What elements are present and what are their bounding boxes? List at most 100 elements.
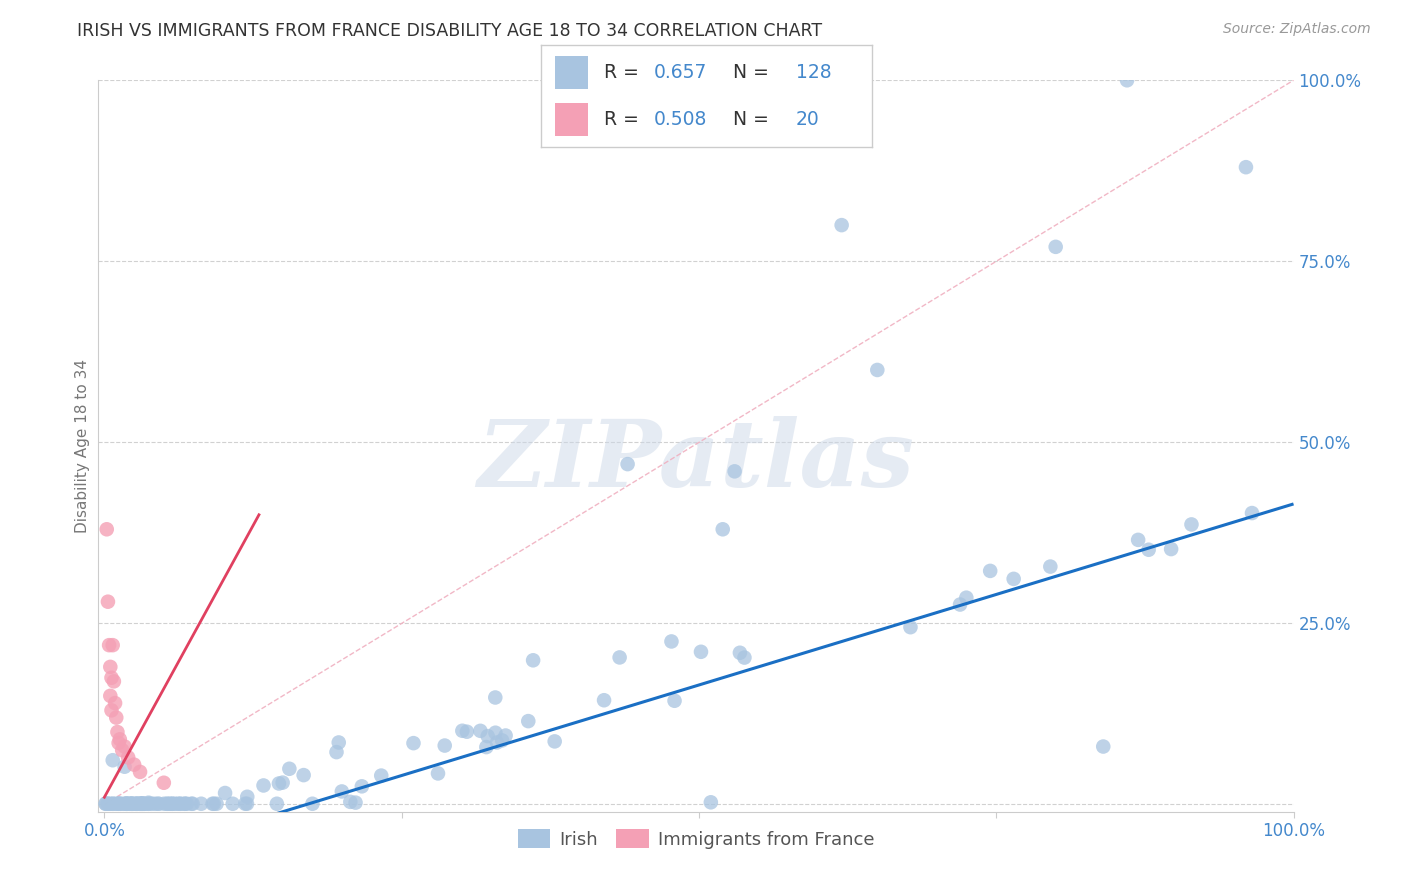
- Point: [131, 797, 153, 811]
- Point: [690, 645, 713, 659]
- Point: [181, 797, 204, 811]
- Point: [402, 736, 425, 750]
- Point: [330, 784, 353, 798]
- Point: [104, 696, 127, 710]
- Point: [1180, 517, 1202, 532]
- Point: [131, 797, 153, 811]
- Point: [101, 797, 124, 811]
- Point: [134, 797, 156, 811]
- Point: [125, 797, 148, 811]
- Point: [266, 797, 288, 811]
- Point: [120, 797, 142, 811]
- Point: [153, 776, 176, 790]
- Point: [101, 797, 124, 811]
- Point: [107, 797, 129, 811]
- Point: [112, 797, 135, 811]
- Point: [236, 789, 259, 804]
- Point: [173, 797, 195, 811]
- Point: [949, 598, 972, 612]
- Point: [118, 797, 141, 811]
- Point: [1240, 506, 1263, 520]
- Point: [105, 710, 128, 724]
- Point: [222, 797, 245, 811]
- Point: [344, 796, 367, 810]
- Point: [350, 780, 373, 794]
- Point: [132, 797, 155, 811]
- Point: [233, 797, 256, 811]
- Point: [125, 797, 148, 811]
- Point: [271, 775, 294, 789]
- Point: [711, 522, 734, 536]
- Point: [1160, 542, 1182, 557]
- Point: [129, 797, 152, 811]
- Point: [97, 797, 120, 811]
- Point: [120, 797, 142, 811]
- Point: [96, 522, 118, 536]
- Text: ZIPatlas: ZIPatlas: [478, 416, 914, 506]
- Text: N =: N =: [733, 62, 775, 82]
- Point: [1045, 240, 1067, 254]
- Point: [146, 797, 169, 811]
- Point: [484, 690, 506, 705]
- Bar: [554, 56, 588, 88]
- Point: [101, 753, 124, 767]
- Point: [166, 797, 188, 811]
- Point: [328, 735, 350, 749]
- Point: [111, 743, 134, 757]
- Point: [173, 797, 195, 811]
- Point: [1002, 572, 1025, 586]
- Point: [700, 795, 723, 809]
- Point: [723, 464, 745, 478]
- Point: [495, 729, 517, 743]
- Point: [121, 797, 143, 811]
- Point: [728, 646, 751, 660]
- Point: [121, 797, 143, 811]
- Point: [148, 797, 170, 811]
- Point: [107, 736, 129, 750]
- Point: [664, 694, 686, 708]
- Point: [831, 218, 853, 232]
- Point: [1039, 559, 1062, 574]
- Point: [98, 638, 121, 652]
- Point: [517, 714, 540, 728]
- Point: [107, 725, 129, 739]
- Text: IRISH VS IMMIGRANTS FROM FRANCE DISABILITY AGE 18 TO 34 CORRELATION CHART: IRISH VS IMMIGRANTS FROM FRANCE DISABILI…: [77, 22, 823, 40]
- Point: [370, 768, 392, 782]
- Point: [236, 797, 259, 811]
- Point: [325, 745, 347, 759]
- Point: [1137, 542, 1160, 557]
- Point: [129, 797, 152, 811]
- Point: [1234, 160, 1257, 174]
- Point: [544, 734, 567, 748]
- Point: [115, 797, 138, 811]
- Text: 0.657: 0.657: [654, 62, 707, 82]
- Point: [125, 797, 148, 811]
- Point: [522, 653, 544, 667]
- Point: [105, 797, 128, 811]
- Point: [108, 797, 131, 811]
- Point: [485, 735, 508, 749]
- Point: [97, 595, 120, 609]
- Legend: Irish, Immigrants from France: Irish, Immigrants from France: [509, 820, 883, 857]
- Point: [117, 750, 139, 764]
- Point: [162, 797, 184, 811]
- Point: [138, 797, 160, 811]
- Text: 0.508: 0.508: [654, 110, 707, 129]
- Point: [101, 638, 124, 652]
- Point: [103, 674, 125, 689]
- Point: [1126, 533, 1149, 547]
- Point: [98, 689, 121, 703]
- Point: [131, 797, 153, 811]
- Point: [267, 776, 290, 790]
- Text: R =: R =: [605, 110, 645, 129]
- Text: 20: 20: [796, 110, 820, 129]
- Point: [160, 797, 183, 811]
- Point: [117, 797, 139, 811]
- Point: [609, 650, 631, 665]
- Point: [301, 797, 323, 811]
- Point: [979, 564, 1001, 578]
- Point: [201, 797, 224, 811]
- Point: [138, 797, 160, 811]
- Point: [97, 797, 120, 811]
- Point: [143, 797, 166, 811]
